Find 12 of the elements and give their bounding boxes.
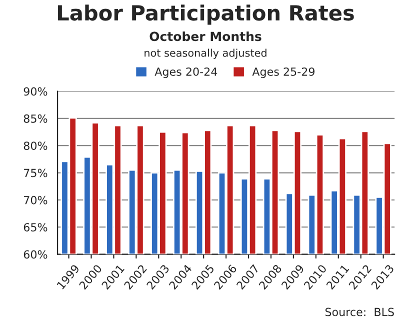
- legend-label: Ages 25-29: [252, 67, 314, 78]
- y-tick-label: 70%: [24, 196, 48, 204]
- legend-label: Ages 20-24: [154, 67, 218, 78]
- y-tick-label: 75%: [24, 168, 48, 178]
- y-tick-label: 85%: [24, 114, 48, 123]
- source-note: Source: BLS: [325, 308, 394, 316]
- chart-subtitle: October Months not seasonally adjusted: [144, 31, 266, 59]
- y-tick-label: 65%: [24, 223, 48, 232]
- chart-title: Labor Participation Rates: [58, 4, 354, 25]
- y-tick-label: 90%: [24, 87, 48, 96]
- y-tick-label: 80%: [24, 142, 48, 150]
- y-tick-label: 60%: [24, 250, 48, 259]
